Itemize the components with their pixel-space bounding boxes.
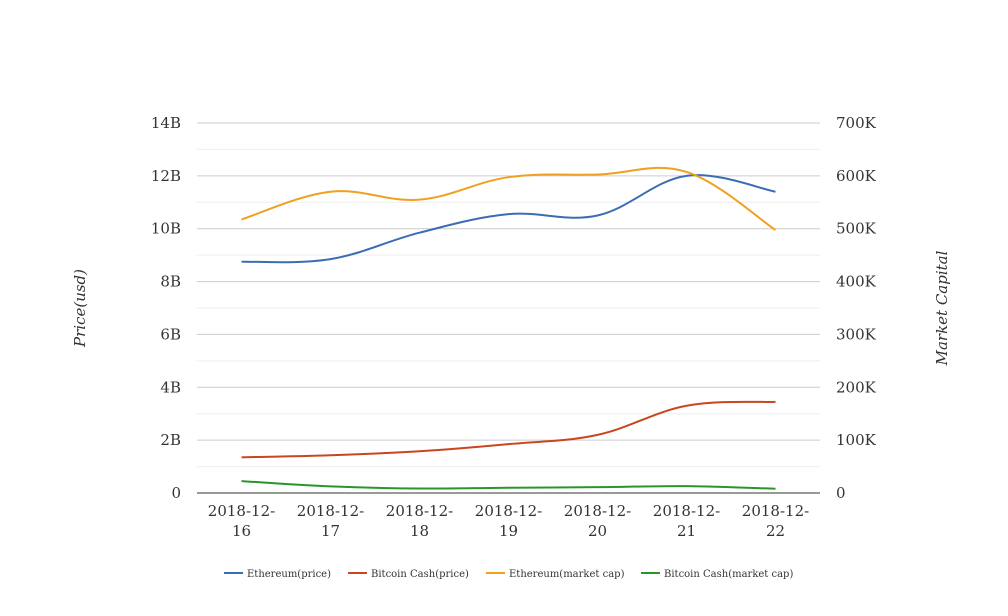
left-y-tick-labels: 0 2B 4B 6B 8B 10B 12B 14B	[151, 114, 181, 502]
grid-lines	[197, 122, 820, 468]
y2-tick-label: 700K	[836, 114, 877, 132]
legend-label-bitcoin-cash-price: Bitcoin Cash(price)	[371, 569, 469, 580]
series-line-ethereum-market-cap	[241, 166, 777, 231]
right-y-axis-title: Market Capital	[933, 250, 951, 366]
series-line-bitcoin-cash-price	[241, 400, 776, 459]
x-tick-label: 2018-12-20	[564, 502, 631, 540]
y-tick-label: 2B	[160, 431, 181, 449]
y2-tick-label: 100K	[836, 431, 877, 449]
x-tick-label: 2018-12-21	[653, 502, 720, 540]
x-tick-label: 2018-12-19	[475, 502, 542, 540]
series-lines	[241, 166, 777, 490]
right-y-tick-labels: 0 100K 200K 300K 400K 500K 600K 700K	[836, 114, 877, 502]
y2-tick-label: 600K	[836, 167, 877, 185]
x-tick-labels: 2018-12-16 2018-12-17 2018-12-18 2018-12-19…	[208, 502, 809, 540]
x-tick-label: 2018-12-16	[208, 502, 275, 540]
left-y-axis-title: Price(usd)	[71, 269, 89, 348]
y2-tick-label: 0	[836, 484, 846, 502]
y-tick-label: 8B	[160, 273, 181, 291]
x-tick-label: 2018-12-18	[386, 502, 453, 540]
y2-tick-label: 500K	[836, 220, 877, 238]
x-tick-label: 2018-12-17	[297, 502, 364, 540]
y-tick-label: 10B	[151, 220, 181, 238]
series-line-ethereum-price	[241, 174, 776, 264]
y2-tick-label: 200K	[836, 378, 877, 396]
y-tick-label: 4B	[160, 378, 181, 396]
legend: Ethereum(price) Bitcoin Cash(price) Ethere…	[224, 569, 793, 580]
legend-label-ethereum-market-cap: Ethereum(market cap)	[509, 569, 625, 580]
series-line-bitcoin-cash-market-cap	[241, 480, 776, 490]
y-tick-label: 12B	[151, 167, 181, 185]
y-tick-label: 0	[171, 484, 181, 502]
legend-label-bitcoin-cash-market-cap: Bitcoin Cash(market cap)	[664, 569, 793, 580]
y-tick-label: 14B	[151, 114, 181, 132]
y2-tick-label: 400K	[836, 273, 877, 291]
legend-label-ethereum-price: Ethereum(price)	[247, 569, 331, 580]
y2-tick-label: 300K	[836, 325, 877, 343]
x-tick-label: 2018-12-22	[742, 502, 809, 540]
y-tick-label: 6B	[160, 325, 181, 343]
